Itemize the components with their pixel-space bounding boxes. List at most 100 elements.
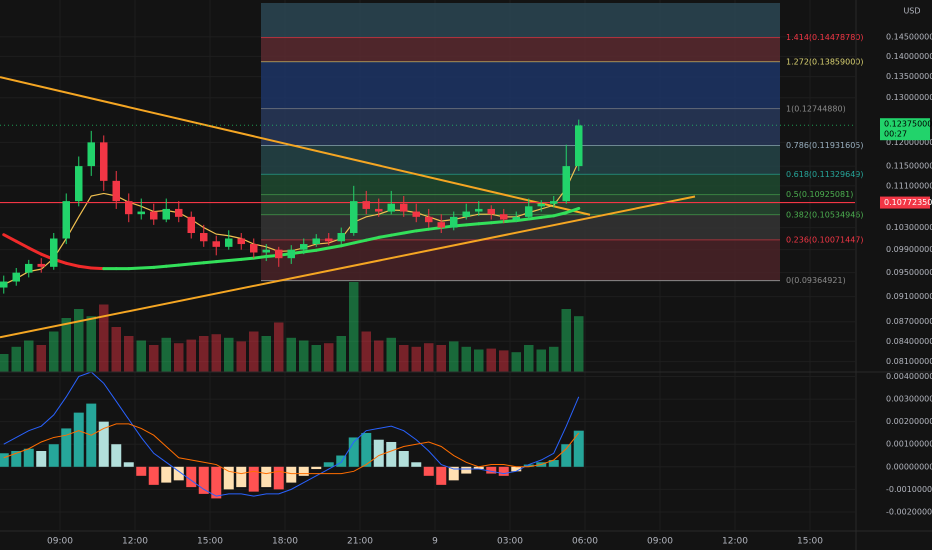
slow-ma-segment xyxy=(427,226,443,231)
macd-histogram-bar xyxy=(573,430,584,467)
macd-tick-label: 0.00100000 xyxy=(886,440,932,449)
macd-histogram-bar xyxy=(373,439,384,467)
slow-ma-segment xyxy=(152,264,168,269)
candle-body xyxy=(362,201,370,209)
y-tick-label: 0.08700000 xyxy=(886,317,932,326)
y-tick-label: 0.10300000 xyxy=(886,223,932,232)
volume-bar xyxy=(511,352,521,372)
volume-bar xyxy=(99,304,109,372)
volume-bar xyxy=(536,349,546,372)
fib-zone xyxy=(261,3,780,38)
macd-histogram-bar xyxy=(336,455,347,467)
volume-bar xyxy=(474,349,484,372)
macd-tick-label: 0.00000000 xyxy=(886,462,932,471)
macd-line xyxy=(3,371,580,497)
macd-histogram-bar xyxy=(111,444,122,467)
x-tick-label: 03:00 xyxy=(497,537,523,547)
slow-ma-segment xyxy=(27,246,43,256)
candle-body xyxy=(337,233,345,242)
slow-ma-segment xyxy=(64,261,81,268)
slow-ma-segment xyxy=(552,211,568,218)
slow-ma-segment xyxy=(352,238,368,245)
x-tick-label: 15:00 xyxy=(197,537,223,547)
macd-histogram-bar xyxy=(173,466,184,481)
trendline xyxy=(0,195,696,339)
macd-histogram-bar xyxy=(436,466,447,485)
back-layer xyxy=(0,0,855,530)
macd-histogram-bar xyxy=(186,466,197,488)
macd-histogram-bar xyxy=(261,466,272,488)
y-tick-label: 0.14000000 xyxy=(886,52,932,61)
volume-bar xyxy=(311,345,321,372)
macd-histogram-bar xyxy=(411,462,422,467)
slow-ma-segment xyxy=(502,219,518,224)
macd-histogram-bar xyxy=(311,466,322,470)
macd-histogram-bar xyxy=(23,448,34,467)
macd-histogram-bar xyxy=(73,412,84,467)
volume-bar xyxy=(299,340,309,372)
volume-bar xyxy=(424,343,434,372)
volume-bar xyxy=(386,337,396,372)
slow-ma-segment xyxy=(377,233,393,239)
slow-ma-segment xyxy=(127,266,143,271)
volume-bar xyxy=(149,345,159,372)
trendline xyxy=(0,76,591,216)
macd-histogram-bar xyxy=(148,466,159,485)
macd-histogram-bar xyxy=(236,466,247,488)
fib-label: 0.618(0.11329649) xyxy=(786,170,864,179)
slow-ma-segment xyxy=(339,241,356,248)
macd-histogram-bar xyxy=(561,444,572,467)
candle-body xyxy=(225,238,233,247)
volume-bar xyxy=(174,343,184,372)
fib-label: 1(0.12744880) xyxy=(786,104,846,113)
y-tick-label: 0.14500000 xyxy=(886,32,932,41)
volume-bar xyxy=(336,336,346,372)
candle-body xyxy=(287,249,295,259)
volume-bar xyxy=(411,346,421,372)
marker-badge-label: 0.10772350 xyxy=(884,198,932,207)
x-tick-label: 15:00 xyxy=(797,537,823,547)
candle-body xyxy=(387,203,395,212)
macd-histogram-bar xyxy=(423,466,434,476)
slow-ma-segment xyxy=(89,266,106,271)
macd-histogram-bar xyxy=(473,466,484,470)
macd-tick-label: 0.00200000 xyxy=(886,417,932,426)
volume-bar xyxy=(286,337,296,372)
candle-body xyxy=(25,263,33,273)
volume-bar xyxy=(399,345,409,372)
candle-body xyxy=(262,249,270,253)
volume-bar xyxy=(224,337,234,372)
macd-histogram-bar xyxy=(286,466,297,483)
volume-bar xyxy=(461,346,471,372)
y-tick-label: 0.12000000 xyxy=(886,138,932,147)
macd-tick-label: -0.00100000 xyxy=(886,485,932,494)
candle-body xyxy=(75,166,83,202)
macd-histogram-bar xyxy=(11,451,22,467)
fib-label: 0.786(0.11931605) xyxy=(786,141,864,150)
fib-zone xyxy=(261,37,780,63)
candle-body xyxy=(212,241,220,247)
y-tick-label: 0.13500000 xyxy=(886,72,932,81)
candle-body xyxy=(175,208,183,217)
y-tick-label: 0.09100000 xyxy=(886,292,932,301)
volume-bar xyxy=(236,341,246,372)
macd-histogram-bar xyxy=(223,466,234,490)
x-tick-label: 9 xyxy=(432,537,438,547)
y-tick-label: 0.09500000 xyxy=(886,268,932,277)
volume-bar xyxy=(36,345,46,372)
slow-ma-segment xyxy=(489,220,506,225)
y-tick-label: 0.13000000 xyxy=(886,93,932,102)
volume-bar xyxy=(24,340,34,372)
candle-body xyxy=(412,211,420,217)
countdown-label: 00:27 xyxy=(884,130,907,139)
candle-body xyxy=(312,238,320,245)
macd-histogram-bar xyxy=(98,421,109,467)
macd-tick-label: 0.00300000 xyxy=(886,395,932,404)
macd-histogram-bar xyxy=(461,466,472,474)
candle-body xyxy=(50,238,58,267)
candle-body xyxy=(150,211,158,220)
volume-bar xyxy=(124,336,134,372)
volume-bar xyxy=(324,343,334,372)
slow-ma-segment xyxy=(189,261,206,266)
fib-label: 1.272(0.13859000) xyxy=(786,58,864,67)
